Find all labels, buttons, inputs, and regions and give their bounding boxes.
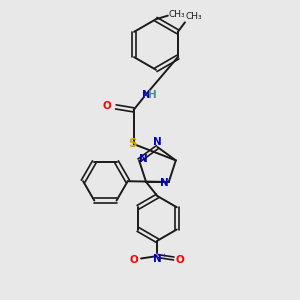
Text: ⁻: ⁻ — [180, 256, 184, 265]
Text: N: N — [142, 90, 151, 100]
Text: S: S — [128, 137, 137, 150]
Text: N: N — [153, 137, 162, 147]
Text: CH₃: CH₃ — [169, 10, 185, 19]
Text: H: H — [148, 90, 157, 100]
Text: CH₃: CH₃ — [186, 12, 202, 21]
Text: O: O — [175, 255, 184, 265]
Text: N: N — [140, 154, 148, 164]
Text: O: O — [129, 255, 138, 265]
Text: N: N — [153, 254, 162, 264]
Text: ⁺: ⁺ — [161, 254, 166, 262]
Text: O: O — [103, 101, 112, 111]
Text: N: N — [160, 178, 168, 188]
